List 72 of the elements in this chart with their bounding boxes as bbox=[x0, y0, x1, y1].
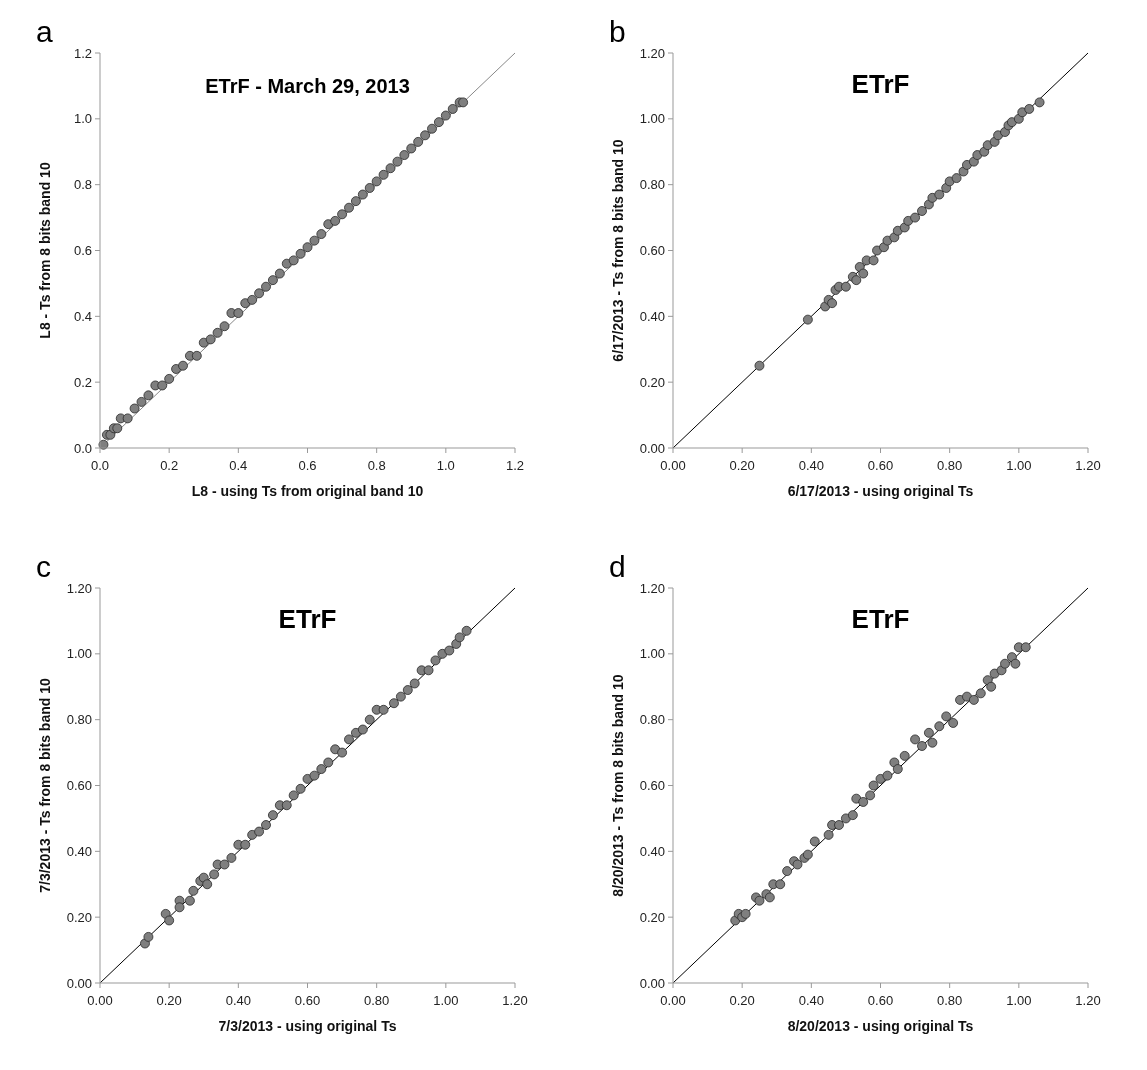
text: c bbox=[36, 550, 51, 583]
y-tick-label: 0.40 bbox=[66, 843, 92, 859]
y-tick-label: 0.8 bbox=[73, 177, 92, 193]
x-tick-label: 0.6 bbox=[298, 458, 317, 473]
text: b bbox=[609, 15, 626, 48]
y-tick-label: 0.60 bbox=[639, 243, 665, 258]
y-tick-label: 0.2 bbox=[73, 374, 92, 390]
y-tick-label: 1.20 bbox=[66, 580, 92, 596]
y-tick-label: 0.00 bbox=[66, 975, 92, 991]
text: ETrF bbox=[851, 69, 910, 99]
x-axis-title: L8 - using Ts from original band 10 bbox=[191, 483, 424, 499]
x-tick-label: 1.00 bbox=[433, 993, 459, 1008]
y-tick-label: 1.00 bbox=[639, 646, 665, 662]
y-tick-label: 0.20 bbox=[66, 909, 92, 925]
x-tick-label: 1.20 bbox=[502, 993, 528, 1008]
y-tick-label: 0.80 bbox=[66, 712, 92, 728]
x-tick-label: 0.40 bbox=[798, 458, 824, 473]
y-tick-label: 0.6 bbox=[73, 243, 92, 258]
x-tick-label: 0.40 bbox=[225, 993, 251, 1008]
x-tick-label: 0.4 bbox=[229, 458, 248, 473]
x-tick-label: 0.20 bbox=[729, 458, 755, 473]
x-tick-label: 0.20 bbox=[729, 993, 755, 1008]
y-tick-label: 1.00 bbox=[66, 646, 92, 662]
y-tick-label: 0.4 bbox=[73, 308, 92, 324]
x-tick-label: 0.2 bbox=[160, 458, 179, 473]
x-tick-label: 0.40 bbox=[798, 993, 824, 1008]
text: a bbox=[36, 15, 53, 48]
y-tick-label: 0.80 bbox=[639, 177, 665, 193]
x-tick-label: 1.20 bbox=[1075, 458, 1101, 473]
x-tick-label: 1.00 bbox=[1006, 993, 1032, 1008]
y-tick-label: 0.0 bbox=[73, 440, 92, 456]
y-axis-title: 6/17/2013 - Ts from 8 bits band 10 bbox=[610, 139, 626, 362]
y-tick-label: 0.60 bbox=[639, 778, 665, 793]
x-tick-label: 0.20 bbox=[156, 993, 182, 1008]
y-tick-label: 1.20 bbox=[639, 580, 665, 596]
text: d bbox=[609, 550, 626, 583]
x-tick-label: 0.80 bbox=[937, 458, 963, 473]
y-axis-title: 7/3/2013 - Ts from 8 bits band 10 bbox=[37, 678, 53, 893]
x-tick-label: 0.60 bbox=[867, 458, 894, 473]
x-axis-title: 8/20/2013 - using original Ts bbox=[787, 1018, 974, 1034]
text: ETrF - March 29, 2013 bbox=[205, 75, 410, 97]
x-axis-title: 7/3/2013 - using original Ts bbox=[218, 1018, 397, 1034]
x-tick-label: 0.0 bbox=[90, 458, 110, 473]
text: ETrF bbox=[851, 604, 910, 634]
x-tick-label: 1.00 bbox=[1006, 458, 1032, 473]
y-tick-label: 0.60 bbox=[66, 778, 92, 793]
y-tick-label: 0.00 bbox=[639, 440, 665, 456]
y-axis-title: 8/20/2013 - Ts from 8 bits band 10 bbox=[610, 674, 626, 897]
y-tick-label: 0.00 bbox=[639, 975, 665, 991]
x-tick-label: 0.80 bbox=[937, 993, 963, 1008]
y-tick-label: 1.2 bbox=[73, 45, 92, 61]
x-tick-label: 0.00 bbox=[660, 458, 686, 473]
y-tick-label: 1.0 bbox=[73, 111, 92, 127]
x-axis-title: 6/17/2013 - using original Ts bbox=[787, 483, 974, 499]
x-tick-label: 0.00 bbox=[660, 993, 686, 1008]
text: ETrF bbox=[278, 604, 337, 634]
y-tick-label: 0.80 bbox=[639, 712, 665, 728]
y-tick-label: 0.20 bbox=[639, 909, 665, 925]
x-tick-label: 1.20 bbox=[1075, 993, 1101, 1008]
x-tick-label: 1.0 bbox=[436, 458, 455, 473]
y-tick-label: 1.00 bbox=[639, 111, 665, 127]
x-tick-label: 0.60 bbox=[294, 993, 321, 1008]
y-tick-label: 0.40 bbox=[639, 843, 665, 859]
x-tick-label: 0.8 bbox=[367, 458, 386, 473]
y-tick-label: 1.20 bbox=[639, 45, 665, 61]
x-tick-label: 0.80 bbox=[364, 993, 390, 1008]
y-axis-title: L8 - Ts from 8 bits band 10 bbox=[37, 162, 53, 339]
y-tick-label: 0.40 bbox=[639, 308, 665, 324]
x-tick-label: 0.00 bbox=[87, 993, 113, 1008]
x-tick-label: 0.60 bbox=[867, 993, 894, 1008]
x-tick-label: 1.2 bbox=[505, 458, 525, 473]
y-tick-label: 0.20 bbox=[639, 374, 665, 390]
